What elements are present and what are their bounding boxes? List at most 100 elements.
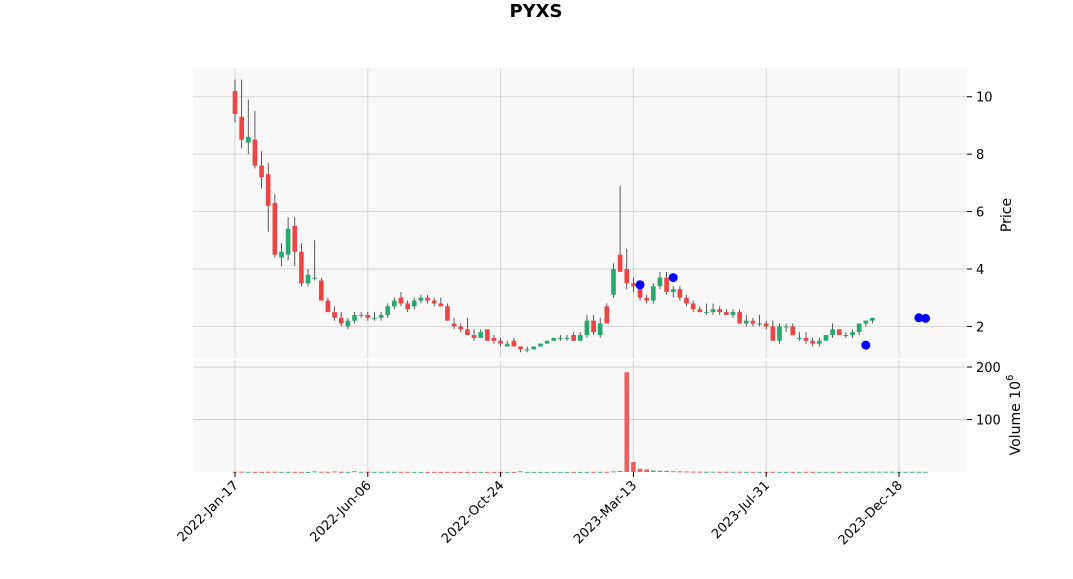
volume-bar: [704, 471, 709, 473]
price-gridlines: [193, 68, 967, 358]
candle-body: [345, 320, 351, 327]
candle-body: [564, 337, 570, 339]
volume-gridlines: [193, 361, 967, 472]
candle-body: [724, 312, 729, 315]
volume-bar: [670, 471, 676, 473]
volume-bar: [770, 471, 776, 473]
candle-body: [418, 297, 424, 301]
candle-body: [451, 323, 457, 327]
volume-bar: [511, 471, 517, 473]
candle-body: [591, 320, 596, 333]
candle-body: [551, 337, 557, 341]
volume-bar: [624, 372, 630, 472]
signal-marker: [861, 340, 871, 350]
volume-bar: [697, 471, 703, 473]
volume-bar: [909, 471, 915, 473]
signal-marker: [921, 313, 931, 323]
volume-bars: [232, 372, 928, 473]
volume-panel: 100 200 Volume 106: [193, 361, 1024, 473]
candle-body: [750, 320, 756, 324]
candle-body: [830, 329, 835, 336]
candle-body: [318, 280, 324, 301]
candle-body: [438, 303, 444, 307]
volume-bar: [876, 471, 882, 473]
volume-bar: [471, 471, 477, 473]
candle-body: [544, 340, 550, 344]
volume-bar: [438, 471, 444, 473]
chart-title: PYXS: [509, 1, 562, 22]
volume-bar: [916, 471, 922, 473]
volume-bar: [611, 471, 616, 473]
candle-body: [704, 312, 709, 314]
candle-body: [850, 332, 855, 336]
candle-body: [358, 314, 364, 316]
price-tick-label: 6: [976, 206, 984, 221]
x-tick-label: 2022-Jan-17: [175, 478, 242, 545]
volume-bar: [724, 471, 729, 473]
volume-bar: [259, 471, 264, 473]
volume-bar: [690, 471, 696, 473]
candle-body: [332, 312, 337, 318]
volume-tick-label: 100: [976, 414, 1001, 429]
volume-bar: [631, 462, 636, 472]
candle-body: [657, 277, 663, 287]
candle-body: [710, 309, 716, 313]
candle-body: [338, 317, 344, 324]
volume-bar: [431, 471, 437, 473]
volume-bar: [465, 471, 470, 473]
volume-bar: [292, 471, 298, 473]
volume-bar: [823, 471, 829, 473]
candle-body: [597, 323, 603, 336]
candle-body: [252, 139, 258, 166]
candle-body: [670, 289, 676, 292]
volume-bar: [265, 471, 271, 473]
candle-body: [763, 323, 769, 327]
candle-body: [664, 277, 669, 292]
volume-bar: [890, 471, 895, 473]
candle-body: [511, 340, 517, 347]
volume-bar: [518, 471, 523, 473]
x-tick-label: 2023-Jul-31: [709, 478, 773, 542]
volume-bar: [358, 471, 364, 473]
price-tick-label: 4: [976, 263, 984, 278]
volume-bar: [332, 471, 337, 473]
candle-body: [684, 297, 689, 304]
candle-body: [624, 268, 630, 284]
candle-body: [757, 323, 762, 325]
candle-body: [697, 309, 703, 313]
candle-body: [770, 326, 776, 341]
candle-body: [743, 320, 749, 324]
volume-bar: [318, 471, 324, 473]
volume-bar: [836, 471, 842, 473]
candle-body: [730, 312, 736, 315]
signal-marker: [914, 313, 924, 323]
volume-bar: [617, 470, 623, 472]
volume-bar: [372, 471, 377, 473]
volume-bar: [484, 471, 490, 473]
candle-body: [737, 312, 742, 324]
candle-body: [717, 309, 723, 313]
price-axis-ticks: 2 4 6 8 10: [967, 91, 993, 335]
candle-body: [458, 326, 464, 330]
volume-bar: [923, 471, 928, 473]
candle-body: [690, 303, 696, 310]
volume-bar: [425, 471, 430, 473]
volume-bar: [717, 471, 723, 473]
candle-body: [405, 303, 410, 310]
volume-bar: [650, 470, 656, 472]
price-panel: 2 4 6 8 10 Price: [193, 68, 1015, 358]
candle-body: [259, 165, 264, 178]
candle-body: [816, 340, 822, 344]
volume-bar: [577, 471, 583, 473]
candle-body: [797, 337, 802, 339]
signal-marker: [635, 280, 645, 290]
x-tick-label: 2023-Mar-13: [571, 478, 640, 547]
volume-bar: [279, 471, 284, 473]
candle-body: [637, 289, 643, 298]
x-tick-label: 2022-Jun-06: [307, 478, 374, 545]
candle-body: [538, 343, 543, 347]
volume-bar: [531, 471, 537, 473]
volume-bar: [657, 470, 663, 472]
volume-bar: [644, 469, 650, 472]
volume-bar: [411, 471, 417, 473]
